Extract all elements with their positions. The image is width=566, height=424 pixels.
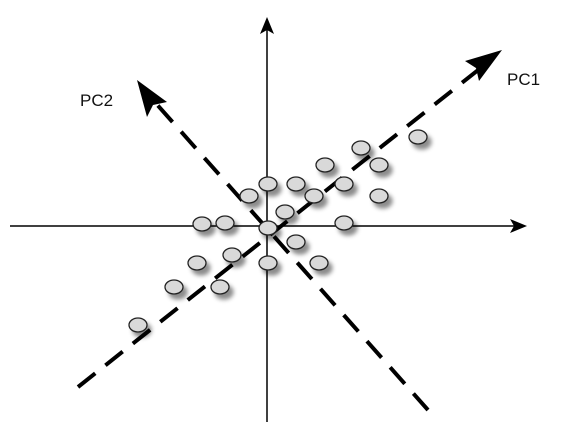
data-point xyxy=(304,188,324,204)
pc1-arrow-icon xyxy=(465,50,502,81)
coordinate-axes xyxy=(10,17,527,422)
data-point xyxy=(315,157,335,173)
pc1-label: PC1 xyxy=(507,70,540,89)
data-point xyxy=(187,255,207,271)
data-point xyxy=(275,204,295,220)
pc2-dashed-line xyxy=(151,98,430,412)
data-point xyxy=(258,255,278,271)
data-point xyxy=(215,215,235,231)
data-point xyxy=(239,188,259,204)
y-axis-arrow-icon xyxy=(260,17,274,34)
data-point xyxy=(128,317,148,333)
data-point xyxy=(258,220,278,236)
data-point xyxy=(286,176,306,192)
pc2-axis xyxy=(137,80,430,412)
pc1-dashed-line xyxy=(76,61,489,389)
pc2-arrow-icon xyxy=(137,80,167,117)
data-point xyxy=(258,176,278,192)
data-point xyxy=(192,216,212,232)
data-point xyxy=(286,234,306,250)
data-point xyxy=(408,129,428,145)
x-axis-arrow-icon xyxy=(510,219,527,233)
data-point xyxy=(222,247,242,263)
data-point xyxy=(369,188,389,204)
data-point xyxy=(334,215,354,231)
data-point xyxy=(164,279,184,295)
data-point xyxy=(351,140,371,156)
data-points xyxy=(128,129,428,333)
data-point xyxy=(334,176,354,192)
data-point xyxy=(369,157,389,173)
data-point xyxy=(210,279,230,295)
data-point xyxy=(309,255,329,271)
pc2-label: PC2 xyxy=(80,91,113,110)
pc1-axis xyxy=(76,50,502,389)
